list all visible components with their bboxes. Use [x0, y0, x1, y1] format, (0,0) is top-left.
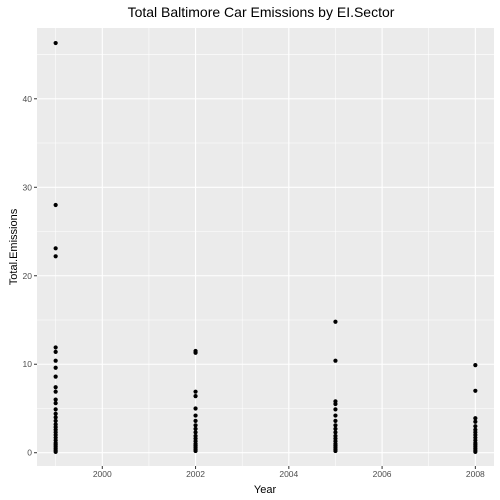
data-point	[193, 406, 198, 411]
y-tick-label: 40	[23, 94, 33, 104]
data-point	[333, 401, 338, 407]
data-point	[333, 413, 338, 418]
data-point	[53, 365, 58, 370]
data-point	[193, 448, 198, 454]
data-point	[193, 350, 198, 355]
data-point	[193, 413, 198, 418]
data-point	[333, 407, 338, 412]
data-point	[53, 345, 58, 350]
y-tick-label: 30	[23, 182, 33, 192]
y-axis-title: Total.Emissions	[8, 208, 20, 285]
data-point	[53, 418, 58, 423]
data-point	[473, 388, 478, 393]
data-point	[53, 449, 58, 454]
data-point	[473, 449, 478, 454]
x-tick-label: 2002	[186, 469, 205, 479]
data-point	[333, 319, 338, 324]
data-point	[53, 374, 58, 379]
data-point	[333, 448, 338, 454]
grid-lines	[37, 28, 494, 466]
data-point	[193, 423, 198, 428]
data-point	[193, 418, 198, 423]
data-point	[53, 397, 58, 402]
data-point	[193, 393, 198, 399]
data-point	[473, 424, 478, 429]
x-tick-label: 2000	[93, 469, 112, 479]
data-points	[53, 40, 478, 454]
y-tick-label: 10	[23, 359, 33, 369]
data-point	[473, 416, 478, 421]
x-axis-title: Year	[254, 484, 277, 496]
chart-title: Total Baltimore Car Emissions by EI.Sect…	[128, 4, 395, 20]
data-point	[333, 418, 338, 423]
x-tick-label: 2006	[373, 469, 392, 479]
data-point	[53, 358, 58, 363]
y-tick-label: 20	[23, 271, 33, 281]
data-point	[53, 254, 58, 259]
data-point	[53, 349, 58, 354]
data-point	[473, 419, 478, 424]
data-point	[53, 385, 58, 390]
tick-labels: 2000 2002 2004 2006 2008 0 10 20 30 40	[23, 94, 486, 479]
data-point	[193, 430, 198, 435]
data-point	[333, 358, 338, 363]
data-point	[53, 246, 58, 251]
x-tick-label: 2008	[466, 469, 485, 479]
data-point	[53, 401, 58, 406]
data-point	[53, 40, 58, 46]
y-tick-label: 0	[27, 448, 32, 458]
x-tick-label: 2004	[279, 469, 298, 479]
data-point	[473, 363, 478, 368]
data-point	[193, 389, 198, 394]
data-point	[53, 389, 58, 394]
data-point	[333, 426, 338, 431]
axis-ticks	[34, 98, 476, 469]
data-point	[53, 415, 58, 420]
data-point	[333, 423, 338, 428]
plot-panel	[37, 28, 494, 466]
data-point	[333, 430, 338, 435]
data-point	[53, 411, 58, 416]
data-point	[53, 202, 58, 208]
data-point	[53, 407, 58, 412]
data-point	[193, 426, 198, 431]
